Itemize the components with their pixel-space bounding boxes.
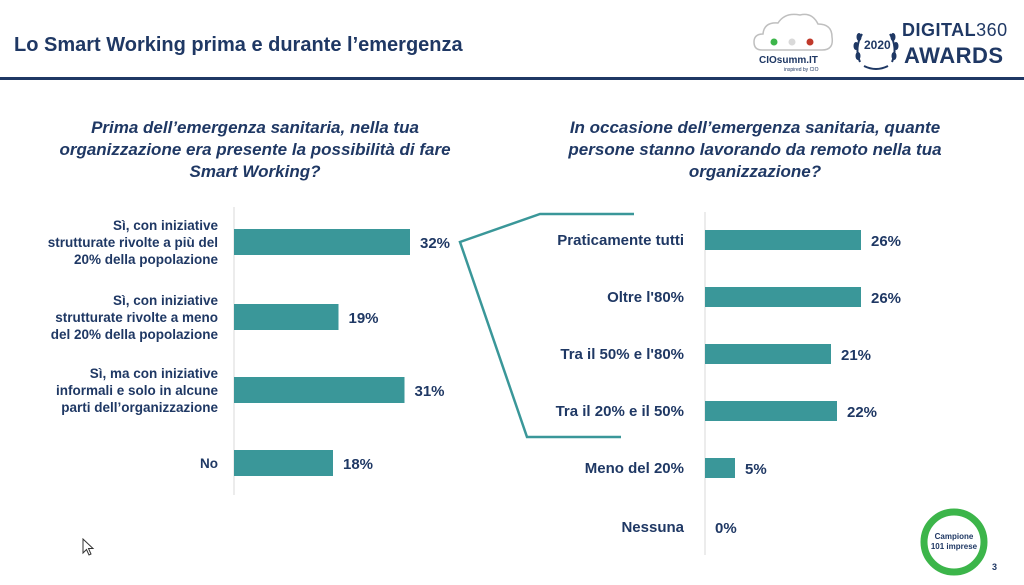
left-question: Prima dell’emergenza sanitaria, nella tu… xyxy=(30,117,480,183)
data-label: 31% xyxy=(415,383,445,400)
mouse-cursor-icon xyxy=(82,538,95,556)
category-label: strutturate rivolte a più del xyxy=(48,235,218,250)
right-question-line: In occasione dell’emergenza sanitaria, q… xyxy=(569,118,941,137)
header-divider xyxy=(0,77,1024,80)
ciosummit-logo-text: CIOsumm.IT xyxy=(759,55,818,66)
award-title-bottom: AWARDS xyxy=(904,43,1004,68)
data-label: 0% xyxy=(715,520,737,537)
category-label: Nessuna xyxy=(621,519,684,536)
award-title-top: DIGITAL360 xyxy=(902,20,1008,40)
category-label: Sì, ma con iniziative xyxy=(90,366,219,381)
data-label: 22% xyxy=(847,404,877,421)
bar xyxy=(705,458,735,478)
ciosummit-logo-subtext: inspired by CIO xyxy=(784,67,819,73)
category-label: Tra il 20% e il 50% xyxy=(556,403,684,420)
category-label: strutturate rivolte a meno xyxy=(55,310,218,325)
laurel-icon xyxy=(853,33,899,70)
category-label: Tra il 50% e l'80% xyxy=(560,346,684,363)
bar xyxy=(234,377,405,403)
ciosummit-logo xyxy=(753,13,834,51)
data-label: 26% xyxy=(871,233,901,250)
category-label: Meno del 20% xyxy=(585,460,684,477)
sample-badge-line1: Campione xyxy=(934,532,974,541)
bar xyxy=(234,450,333,476)
data-label: 5% xyxy=(745,461,767,478)
left-question-line: Prima dell’emergenza sanitaria, nella tu… xyxy=(91,118,419,137)
left-question-line: organizzazione era presente la possibili… xyxy=(59,140,451,159)
right-question: In occasione dell’emergenza sanitaria, q… xyxy=(520,117,990,183)
data-label: 21% xyxy=(841,347,871,364)
data-label: 32% xyxy=(420,235,450,252)
right-question-line: persone stanno lavorando da remoto nella… xyxy=(568,140,942,159)
page-title: Lo Smart Working prima e durante l’emerg… xyxy=(14,34,463,56)
category-label: 20% della popolazione xyxy=(74,252,219,267)
data-label: 18% xyxy=(343,456,373,473)
category-label: Praticamente tutti xyxy=(557,232,684,249)
data-label: 26% xyxy=(871,290,901,307)
bar xyxy=(234,229,410,255)
category-label: Sì, con iniziative xyxy=(113,293,219,308)
category-label: del 20% della popolazione xyxy=(51,327,219,342)
bar xyxy=(705,230,861,250)
sample-badge: Campione 101 imprese xyxy=(919,532,989,552)
data-label: 19% xyxy=(349,310,379,327)
bar xyxy=(234,304,339,330)
category-label: No xyxy=(200,456,218,471)
bar xyxy=(705,344,831,364)
sample-badge-line2: 101 imprese xyxy=(930,542,978,551)
award-year: 2020 xyxy=(864,38,891,52)
page-number: 3 xyxy=(992,562,998,572)
bar xyxy=(705,401,837,421)
category-label: parti dell’organizzazione xyxy=(61,400,218,415)
sample-badge-ring xyxy=(920,508,988,576)
category-label: informali e solo in alcune xyxy=(56,383,219,398)
category-label: Oltre l'80% xyxy=(607,289,684,306)
bar xyxy=(705,287,861,307)
bracket-connector xyxy=(458,212,634,439)
right-question-line: organizzazione? xyxy=(688,162,822,181)
left-question-line: Smart Working? xyxy=(189,162,321,181)
category-label: Sì, con iniziative xyxy=(113,218,219,233)
